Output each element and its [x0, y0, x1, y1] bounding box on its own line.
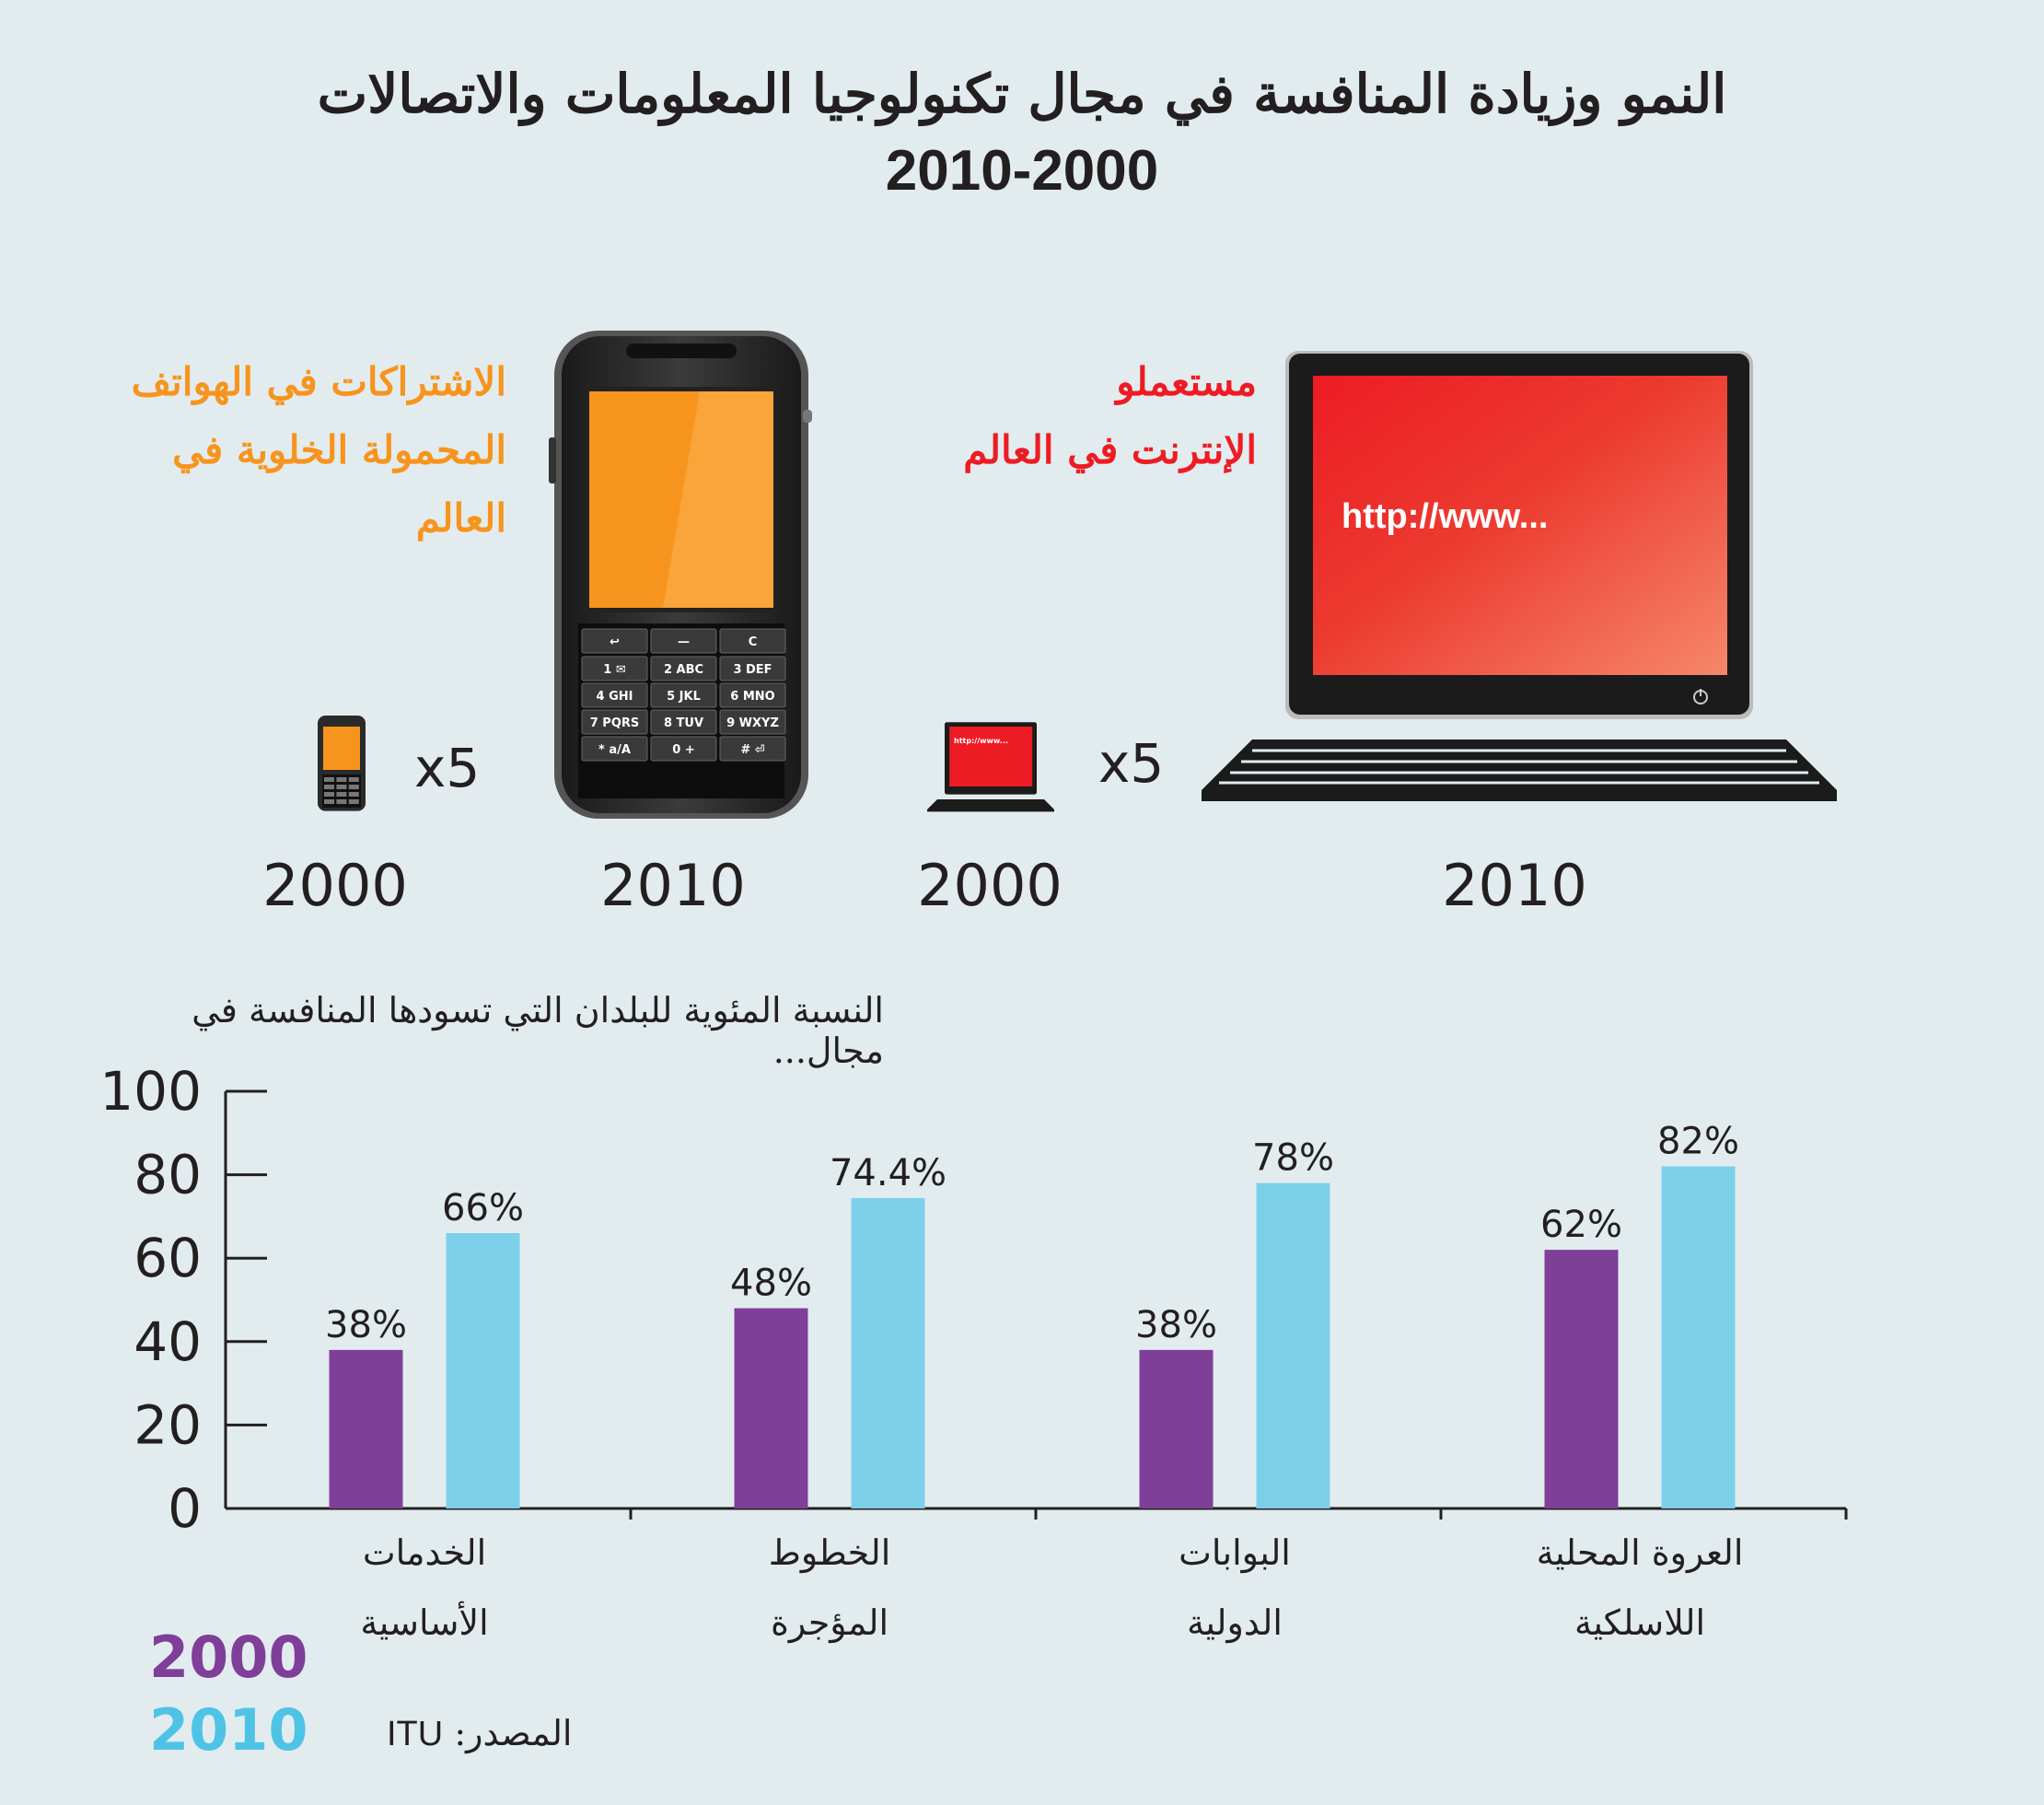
bar-2000 — [329, 1349, 403, 1508]
mobile-label: الاشتراكات في الهواتف المحمولة الخلوية ف… — [92, 348, 506, 553]
mobile-phone-small-icon — [318, 716, 366, 811]
phone-key: * a/A — [581, 736, 648, 762]
phone-key-label: 9 WXYZ — [726, 716, 779, 730]
bar-value-label: 82% — [1657, 1121, 1739, 1163]
bar-2010 — [1256, 1182, 1330, 1508]
bar-2000 — [1544, 1250, 1619, 1508]
phone-key-label: # ⏎ — [740, 743, 764, 757]
mobile-label-line1: الاشتراكات في الهواتف — [131, 359, 506, 404]
phone-key-label: * a/A — [598, 743, 631, 757]
mobile-year-2010: 2010 — [600, 852, 746, 919]
phone-key-label: 1 ✉ — [603, 663, 625, 677]
y-tick-label: 100 — [99, 1060, 202, 1123]
y-tick-label: 20 — [134, 1393, 202, 1456]
bar-value-label: 48% — [730, 1263, 812, 1305]
mobile-year-2000: 2000 — [262, 852, 408, 919]
phone-key: 1 ✉ — [581, 656, 648, 681]
phone-key: 7 PQRS — [581, 709, 648, 735]
legend-2000: 2000 — [149, 1624, 308, 1691]
bar-value-label: 38% — [1135, 1304, 1217, 1346]
internet-label: مستعملو الإنترنت في العالم — [921, 348, 1257, 484]
phone-keypad: ↩ — C 1 ✉ 2 ABC 3 DEF 4 GHI 5 JKL 6 MNO 7 PQRS 8 T… — [578, 623, 786, 798]
phone-key-label: 7 PQRS — [590, 716, 640, 730]
legend-2010: 2010 — [149, 1696, 308, 1764]
mobile-phone-large-icon: ↩ — C 1 ✉ 2 ABC 3 DEF 4 GHI 5 JKL 6 MNO 7 PQRS 8 T… — [549, 331, 812, 819]
bar-value-label: 74.4% — [830, 1152, 947, 1194]
phone-key: — — [650, 628, 717, 654]
x-category-label-line: الخطوط — [768, 1532, 891, 1573]
x-category-label: البوابات الدولية — [1069, 1518, 1400, 1658]
laptop-small-icon: http://www... — [927, 722, 1054, 812]
source-label: المصدر: — [454, 1713, 573, 1753]
bar-value-label: 66% — [442, 1187, 524, 1229]
phone-key: 9 WXYZ — [719, 709, 786, 735]
bar-2000 — [1139, 1349, 1214, 1508]
phone-key-label: 6 MNO — [730, 690, 774, 704]
bar-2010 — [851, 1197, 925, 1508]
x-category-label: العروة المحلية اللاسلكية — [1474, 1518, 1806, 1658]
x-category-label-line: البوابات — [1179, 1532, 1291, 1573]
mobile-multiplier: x5 — [414, 737, 481, 799]
x-category-label: الخدمات الأساسية — [259, 1518, 590, 1658]
chart-title: النمو وزيادة المنافسة في مجال تكنولوجيا … — [317, 63, 1727, 125]
y-tick-label: 60 — [134, 1227, 202, 1289]
svg-text:http://www...: http://www... — [954, 737, 1008, 745]
chart-caption: النسبة المئوية للبلدان التي تسودها المنا… — [192, 990, 884, 1071]
bar-chart: 0 20 40 60 80 100 38% 66% 48% 74.4% 38% 78% 62% 82% — [99, 1060, 1848, 1540]
y-tick-label: 80 — [134, 1144, 202, 1206]
source-note: المصدر: ITU — [387, 1713, 663, 1754]
source-value: ITU — [387, 1715, 444, 1753]
bar-value-label: 78% — [1252, 1137, 1334, 1180]
chart-subtitle-years: 2010-2000 — [885, 139, 1159, 203]
phone-key-label: 5 JKL — [667, 690, 701, 704]
laptop-screen-url: http://www... — [1341, 497, 1549, 536]
phone-key-label: 2 ABC — [664, 663, 703, 677]
phone-key-label: ↩ — [610, 635, 620, 649]
x-category-label-line: اللاسلكية — [1574, 1602, 1706, 1643]
internet-multiplier: x5 — [1098, 732, 1165, 795]
phone-key: 2 ABC — [650, 656, 717, 681]
x-category-label: الخطوط المؤجرة — [664, 1518, 995, 1658]
phone-key-label: 4 GHI — [597, 690, 633, 704]
phone-key-label: C — [749, 635, 758, 649]
internet-label-line1: مستعملو — [1116, 359, 1257, 404]
x-category-label-line: العروة المحلية — [1536, 1532, 1744, 1573]
phone-key: 6 MNO — [719, 682, 786, 708]
phone-key: 0 + — [650, 736, 717, 762]
phone-key-label: 0 + — [672, 743, 694, 757]
mobile-label-line2: المحمولة الخلوية في العالم — [172, 427, 506, 541]
phone-key: 3 DEF — [719, 656, 786, 681]
phone-key: 4 GHI — [581, 682, 648, 708]
y-tick-label: 0 — [168, 1477, 202, 1540]
internet-year-2010: 2010 — [1442, 852, 1587, 919]
bar-value-label: 38% — [325, 1304, 407, 1346]
x-category-label-line: الأساسية — [360, 1602, 489, 1643]
laptop-large-icon — [1202, 351, 1837, 801]
x-category-label-line: الخدمات — [362, 1532, 487, 1573]
bar-2000 — [734, 1308, 808, 1508]
phone-key-label: — — [678, 635, 690, 649]
phone-key: C — [719, 628, 786, 654]
x-category-label-line: الدولية — [1187, 1602, 1283, 1643]
phone-key: # ⏎ — [719, 736, 786, 762]
phone-key: 5 JKL — [650, 682, 717, 708]
internet-label-line2: الإنترنت في العالم — [963, 427, 1257, 472]
phone-key: 8 TUV — [650, 709, 717, 735]
bar-2010 — [446, 1233, 520, 1508]
phone-key: ↩ — [581, 628, 648, 654]
internet-year-2000: 2000 — [917, 852, 1063, 919]
bar-2010 — [1661, 1166, 1736, 1508]
phone-key-label: 8 TUV — [664, 716, 703, 730]
x-category-label-line: المؤجرة — [770, 1602, 889, 1643]
bar-value-label: 62% — [1540, 1204, 1622, 1246]
y-tick-label: 40 — [134, 1310, 202, 1373]
phone-key-label: 3 DEF — [733, 663, 772, 677]
